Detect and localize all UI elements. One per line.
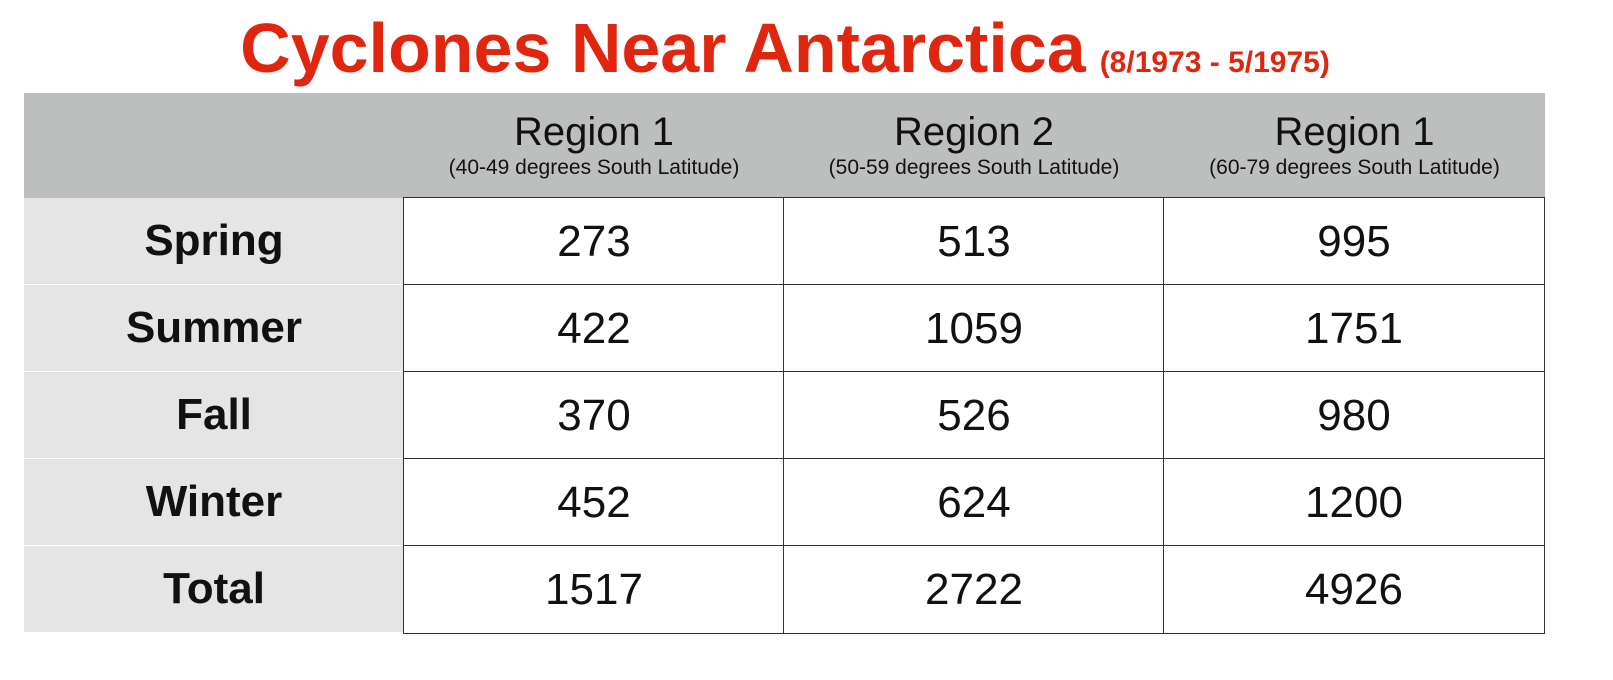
table-cell: 513: [783, 197, 1165, 286]
column-note: (60-79 degrees South Latitude): [1209, 155, 1500, 179]
table-cell: 1059: [783, 284, 1165, 373]
table-cell: 624: [783, 458, 1165, 547]
column-header: Region 1 (60-79 degrees South Latitude): [1164, 93, 1545, 198]
title: Cyclones Near Antarctica: [240, 9, 1086, 87]
column-header: Region 1 (40-49 degrees South Latitude): [404, 93, 784, 198]
column-note: (40-49 degrees South Latitude): [448, 155, 740, 179]
row-label: Fall: [24, 372, 404, 459]
table-cell: 1517: [403, 545, 785, 634]
table-cell: 1200: [1163, 458, 1545, 547]
table-cell: 995: [1163, 197, 1545, 286]
column-header: Region 2 (50-59 degrees South Latitude): [784, 93, 1164, 198]
column-name: Region 2: [893, 109, 1055, 154]
table-cell: 422: [403, 284, 785, 373]
row-label: Total: [24, 546, 404, 633]
column-name: Region 1: [513, 109, 675, 154]
column-note: (50-59 degrees South Latitude): [828, 155, 1120, 179]
table-cell: 273: [403, 197, 785, 286]
table-cell: 4926: [1163, 545, 1545, 634]
table-cell: 980: [1163, 371, 1545, 460]
column-name: Region 1: [1274, 109, 1435, 154]
title-block: Cyclones Near Antarctica (8/1973 - 5/1975…: [0, 8, 1570, 88]
subtitle: (8/1973 - 5/1975): [1099, 46, 1330, 79]
header-corner: [24, 93, 404, 198]
table-cell: 370: [403, 371, 785, 460]
table-cell: 2722: [783, 545, 1165, 634]
row-label: Winter: [24, 459, 404, 546]
table-cell: 526: [783, 371, 1165, 460]
table-cell: 452: [403, 458, 785, 547]
row-label: Summer: [24, 285, 404, 372]
row-label: Spring: [24, 198, 404, 285]
table-cell: 1751: [1163, 284, 1545, 373]
